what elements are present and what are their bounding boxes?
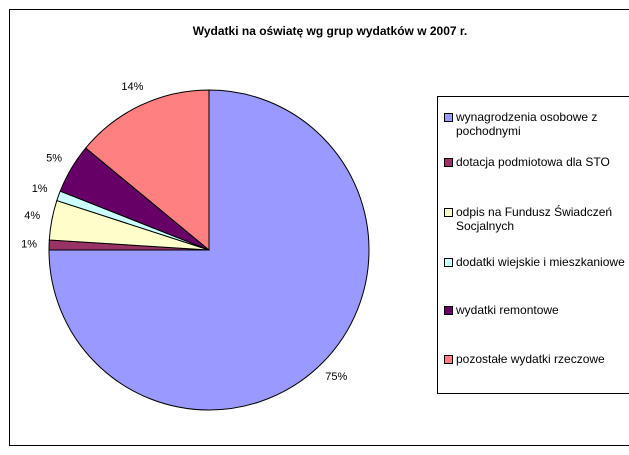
data-label: 1% <box>32 183 48 195</box>
legend-swatch <box>444 158 453 167</box>
data-label: 5% <box>46 152 62 164</box>
legend-swatch <box>444 113 453 122</box>
legend-entry: pozostałe wydatki rzeczowe <box>444 352 629 366</box>
data-label: 14% <box>121 81 143 93</box>
legend-swatch <box>444 306 453 315</box>
chart-title: Wydatki na oświatę wg grup wydatków w 20… <box>193 24 468 38</box>
legend-label: odpis na Fundusz Świadczeń Socjalnych <box>456 205 613 233</box>
data-label: 1% <box>21 238 37 250</box>
legend: wynagrodzenia osobowe z pochodnymi dotacj… <box>437 96 629 394</box>
legend-entry: wynagrodzenia osobowe z pochodnymi <box>444 110 629 138</box>
legend-entry: dodatki wiejskie i mieszkaniowe <box>444 255 629 269</box>
legend-swatch <box>444 208 453 217</box>
legend-swatch <box>444 258 453 267</box>
legend-label: dodatki wiejskie i mieszkaniowe <box>456 255 625 269</box>
legend-label: pozostałe wydatki rzeczowe <box>456 352 605 366</box>
legend-entry: wydatki remontowe <box>444 303 629 317</box>
legend-entry: odpis na Fundusz Świadczeń Socjalnych <box>444 205 629 233</box>
legend-label: wydatki remontowe <box>456 303 559 317</box>
legend-swatch <box>444 355 453 364</box>
data-label: 4% <box>24 210 40 222</box>
legend-label: dotacja podmiotowa dla STO <box>456 155 610 169</box>
legend-label: wynagrodzenia osobowe z pochodnymi <box>456 110 598 138</box>
legend-entry: dotacja podmiotowa dla STO <box>444 155 629 169</box>
data-label: 75% <box>325 371 347 383</box>
pie-slice <box>85 89 210 252</box>
